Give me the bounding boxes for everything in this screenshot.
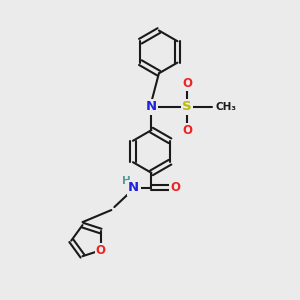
Text: H: H: [122, 176, 130, 186]
Text: O: O: [182, 76, 192, 90]
Text: O: O: [182, 124, 192, 137]
Text: S: S: [182, 100, 192, 113]
Text: O: O: [170, 181, 180, 194]
Text: O: O: [96, 244, 106, 257]
Text: CH₃: CH₃: [215, 102, 236, 112]
Text: N: N: [128, 181, 139, 194]
Text: N: N: [146, 100, 157, 113]
